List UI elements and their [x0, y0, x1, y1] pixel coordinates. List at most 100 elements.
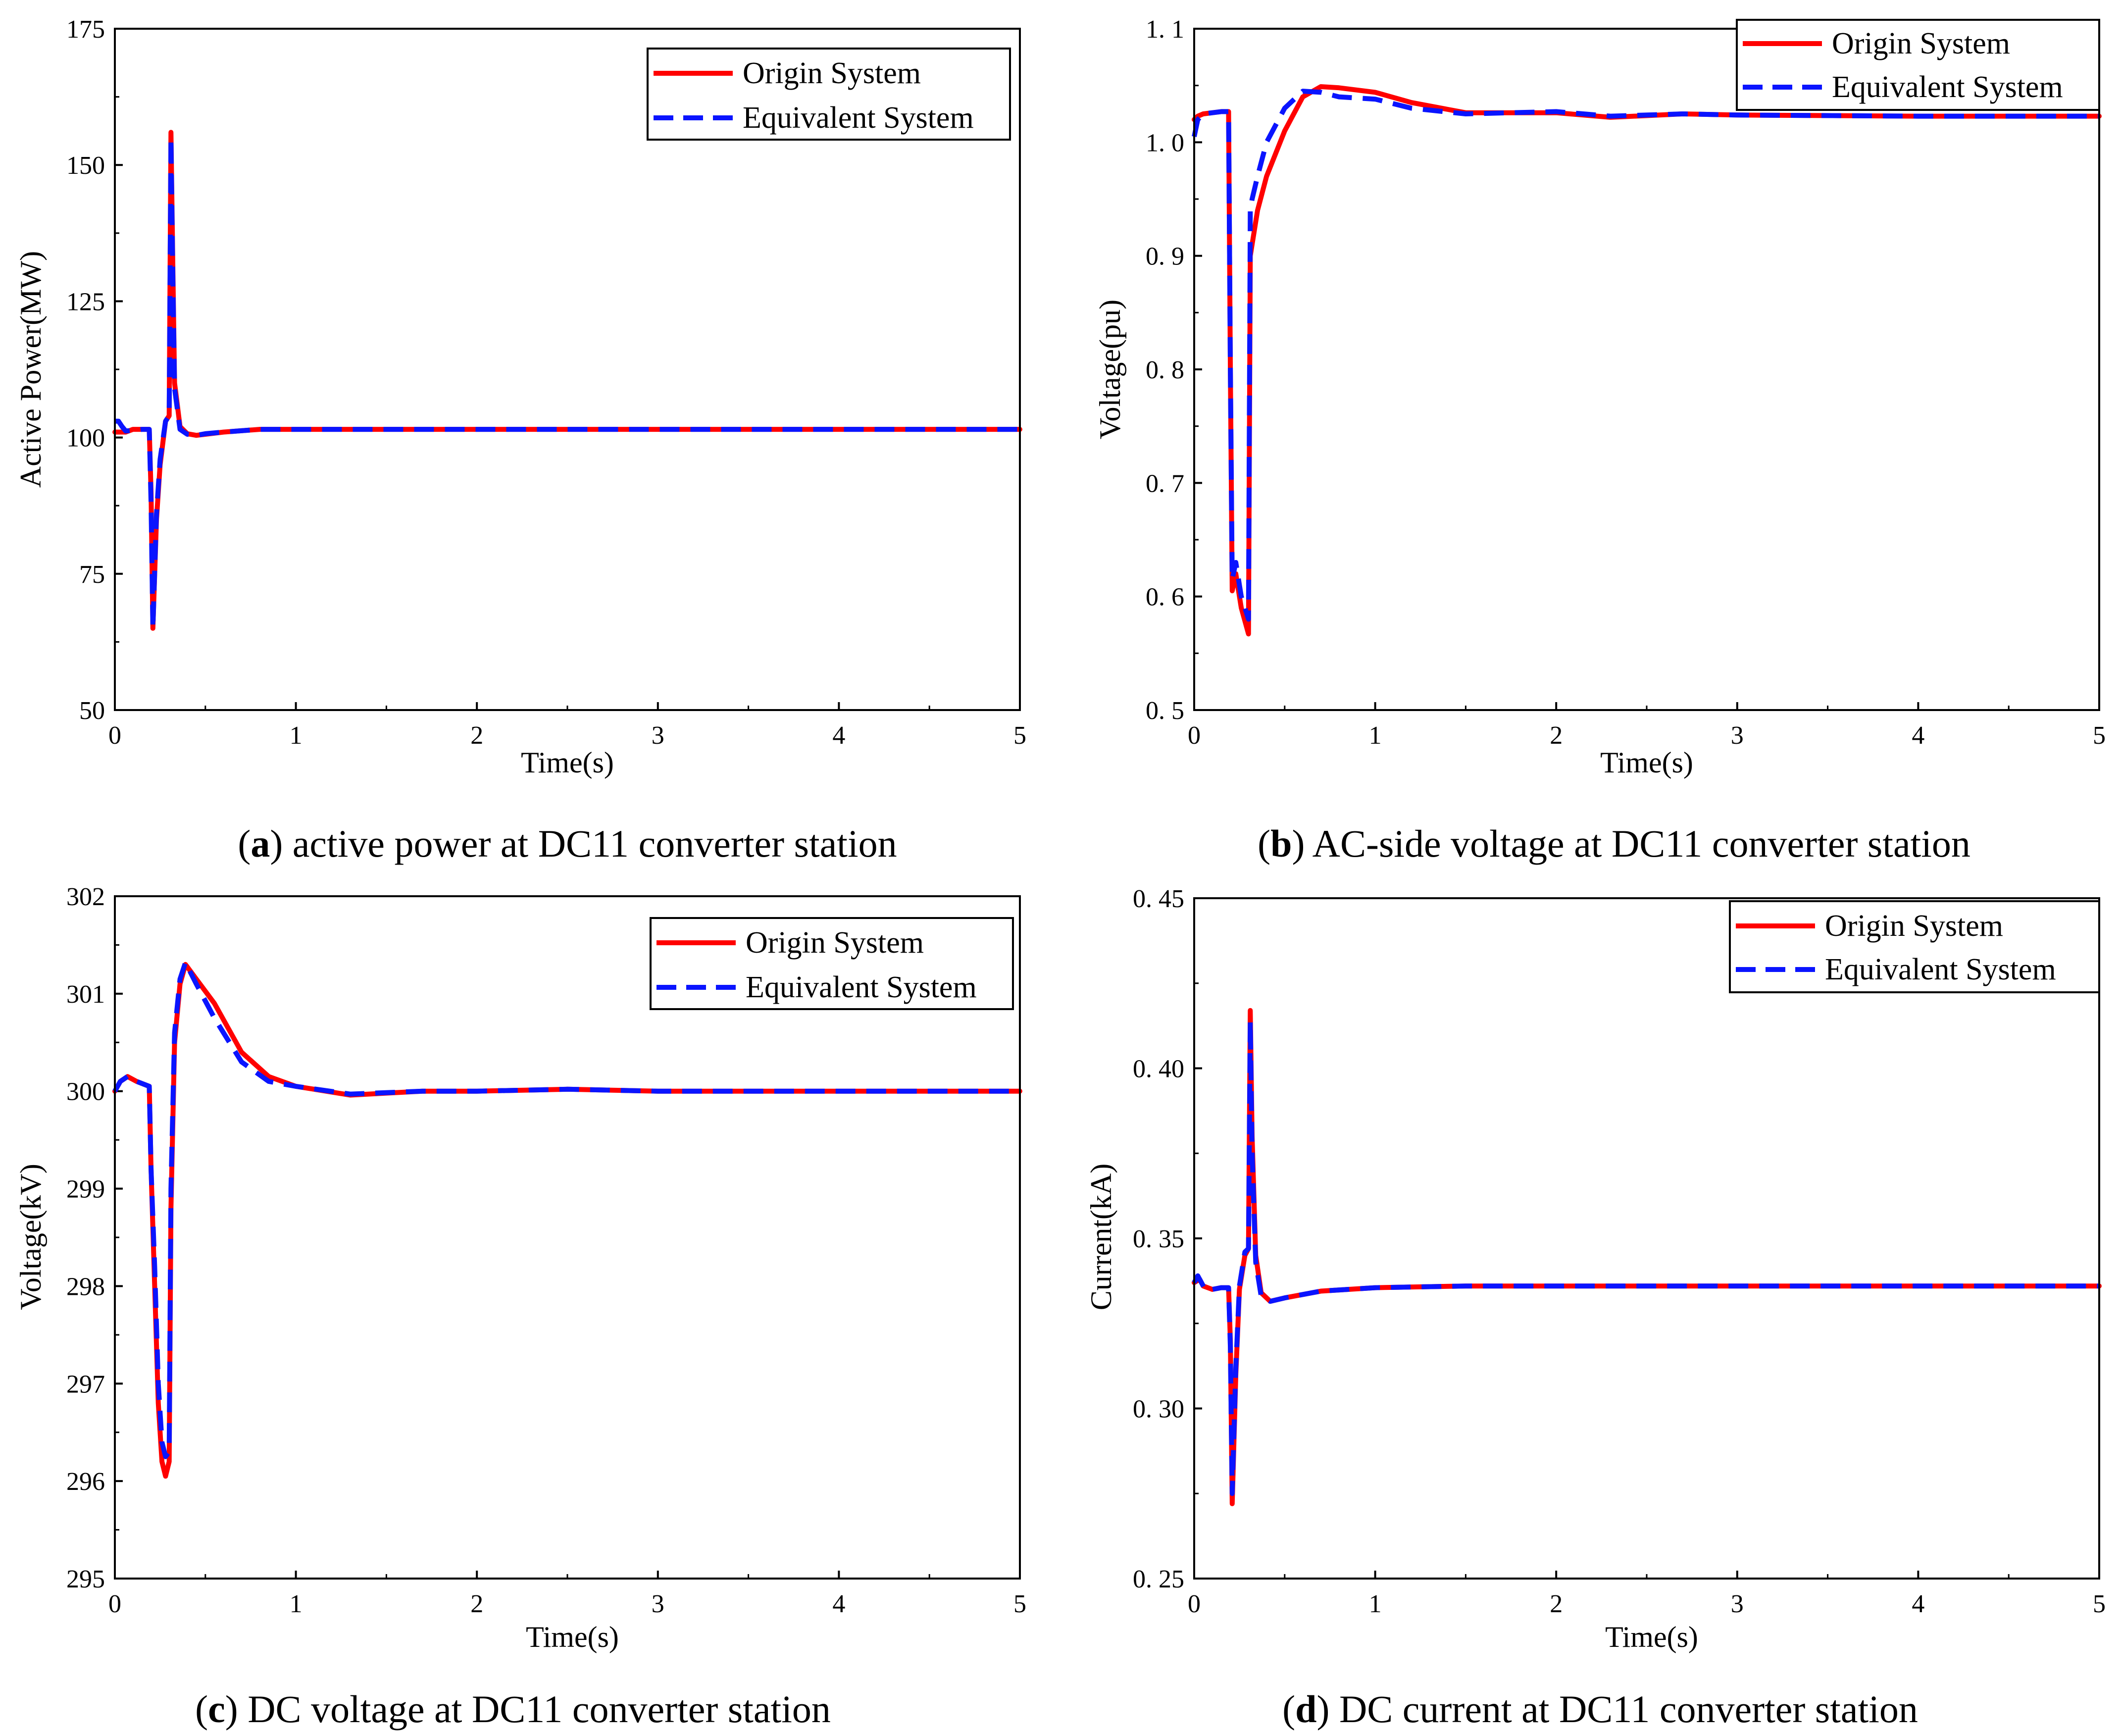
panel-b-equivalent-series-line: [1192, 89, 2099, 622]
panel-d: 0. 250. 300. 350. 400. 450 1 2 3 4 5 Time(s) …: [1085, 885, 2106, 1731]
panel-a-plot-frame: [114, 28, 1021, 711]
panel-a-legend-box: [647, 48, 1011, 141]
panel-d-plot-frame: [1193, 897, 2100, 1580]
panel-c-x-tick-label: 3: [652, 1590, 664, 1618]
panel-b-y-tick-label: 0. 6: [1146, 583, 1184, 612]
panel-d-x-tick-label: 2: [1550, 1590, 1563, 1618]
panel-a-caption-text: active power at DC11 converter station: [293, 822, 897, 865]
panel-a-y-tick-label: 125: [66, 288, 105, 316]
panel-a-legend: Origin System Equivalent System: [647, 48, 1011, 141]
panel-d-caption: (d) DC current at DC11 converter station: [1282, 1687, 1918, 1731]
panel-a-x-tick-label: 3: [652, 721, 664, 750]
panel-b-x-tick-label: 1: [1369, 721, 1382, 750]
panel-d-x-tick-label: 3: [1731, 1590, 1744, 1618]
panel-c-caption-text: DC voltage at DC11 converter station: [248, 1687, 831, 1731]
panel-c-y-tick-label: 298: [66, 1273, 105, 1301]
panel-b-x-axis-title: Time(s): [1600, 746, 1693, 779]
panel-b-plot-frame: [1193, 28, 2100, 711]
panel-b-y-tick-label: 1. 1: [1146, 15, 1184, 44]
panel-a-x-tick-label: 5: [1013, 721, 1026, 750]
panel-a-x-tick-label: 4: [832, 721, 845, 750]
panel-d-y-tick-label: 0. 25: [1133, 1565, 1184, 1593]
panel-b-y-tick-label: 1. 0: [1146, 129, 1184, 157]
panel-a-series: [112, 130, 1022, 631]
panel-a-y-tick-label: 100: [66, 424, 105, 453]
panel-c-legend-equivalent-label: Equivalent System: [746, 970, 977, 1004]
panel-c-legend-origin-label: Origin System: [746, 926, 924, 960]
panel-b-y-tick-label: 0. 8: [1146, 356, 1184, 384]
panel-b-legend-equivalent-label: Equivalent System: [1832, 70, 2063, 104]
panel-b-legend-origin-label: Origin System: [1832, 27, 2010, 60]
panel-b-caption: (b) AC-side voltage at DC11 converter st…: [1258, 822, 1970, 865]
panel-c-caption: (c) DC voltage at DC11 converter station: [195, 1687, 831, 1731]
panel-d-y-tick-label: 0. 40: [1133, 1055, 1184, 1083]
panel-a-y-tick-label: 175: [66, 15, 105, 44]
panel-c-x-tick-label: 4: [832, 1590, 845, 1618]
panel-c-y-tick-label: 295: [66, 1565, 105, 1593]
panel-c-y-tick-label: 297: [66, 1370, 105, 1398]
panel-d-x-tick-label: 0: [1188, 1590, 1201, 1618]
panel-d-x-tick-label: 1: [1369, 1590, 1382, 1618]
panel-b-x-tick-label: 0: [1188, 721, 1201, 750]
panel-b-x-tick-label: 3: [1731, 721, 1744, 750]
panel-b-y-axis-title: Voltage(pu): [1094, 300, 1126, 439]
panel-b: 0. 5 0. 6 0. 7 0. 8 0. 9 1. 0 1. 1 0 1 2 3 4 5 Time(…: [1094, 15, 2106, 865]
panel-c-plot-frame: [114, 895, 1021, 1580]
panel-c-y-tick-label: 301: [66, 980, 105, 1009]
panel-d-legend-equivalent-label: Equivalent System: [1825, 953, 2056, 986]
panel-a-legend-equivalent-label: Equivalent System: [743, 101, 974, 135]
panel-d-series: [1192, 1008, 2102, 1506]
panel-d-caption-letter: d: [1295, 1687, 1316, 1731]
panel-d-x-tick-label: 4: [1912, 1590, 1924, 1618]
panel-b-y-tick-label: 0. 5: [1146, 697, 1184, 725]
panel-a-x-tick-label: 2: [470, 721, 483, 750]
panel-c-legend: Origin System Equivalent System: [650, 917, 1014, 1010]
panel-d-y-tick-label: 0. 35: [1133, 1225, 1184, 1253]
panel-a-legend-origin-label: Origin System: [743, 56, 921, 90]
panel-d-x-axis-title: Time(s): [1605, 1621, 1698, 1653]
panel-c-equivalent-series-line: [112, 960, 1020, 1459]
panel-a-ticks: 50 75 100 125 150 175 0 1 2 3 4 5: [66, 15, 1026, 750]
panel-a-y-tick-label: 150: [66, 152, 105, 180]
panel-c-ticks: 295 296 297 298 299 300 301 302 0 1 2 3 4 5: [66, 883, 1026, 1618]
panel-b-legend: Origin System Equivalent System: [1736, 19, 2100, 111]
panel-d-legend-origin-label: Origin System: [1825, 909, 2003, 943]
panel-c-y-tick-label: 300: [66, 1078, 105, 1106]
panel-b-x-tick-label: 4: [1912, 721, 1924, 750]
panel-b-series: [1192, 84, 2102, 637]
panel-a-y-axis-title: Active Power(MW): [14, 251, 47, 488]
panel-a-x-tick-label: 1: [290, 721, 303, 750]
panel-b-x-tick-label: 2: [1550, 721, 1563, 750]
panel-b-y-tick-label: 0. 7: [1146, 469, 1184, 498]
panel-d-legend: Origin System Equivalent System: [1729, 900, 2100, 993]
panel-c-x-tick-label: 2: [470, 1590, 483, 1618]
panel-a-x-axis-title: Time(s): [521, 746, 614, 779]
panel-d-legend-box: [1729, 900, 2100, 993]
panel-b-caption-text: AC-side voltage at DC11 converter statio…: [1313, 822, 1970, 865]
panel-a-y-tick-label: 50: [79, 697, 105, 725]
panel-a-caption: (a) active power at DC11 converter stati…: [238, 822, 897, 865]
panel-d-y-axis-title: Current(kA): [1085, 1164, 1117, 1311]
panel-d-equivalent-series-line: [1192, 1018, 2099, 1496]
panel-c-x-axis-title: Time(s): [526, 1621, 619, 1653]
panel-d-y-tick-label: 0. 30: [1133, 1395, 1184, 1424]
panel-c-x-tick-label: 1: [290, 1590, 303, 1618]
panel-a: 50 75 100 125 150 175 0 1 2 3 4 5 Time(s) Active Po…: [14, 15, 1026, 865]
panel-c: 295 296 297 298 299 300 301 302 0 1 2 3 4 5 Time(s) V…: [14, 883, 1026, 1731]
panel-b-ticks: 0. 5 0. 6 0. 7 0. 8 0. 9 1. 0 1. 1 0 1 2 3 4 5: [1146, 15, 2106, 750]
panel-a-x-tick-label: 0: [108, 721, 121, 750]
panel-b-y-tick-label: 0. 9: [1146, 243, 1184, 271]
panel-c-x-tick-label: 0: [108, 1590, 121, 1618]
panel-c-x-tick-label: 5: [1013, 1590, 1026, 1618]
panel-c-y-tick-label: 299: [66, 1175, 105, 1204]
panel-b-caption-letter: b: [1270, 822, 1292, 865]
panel-d-caption-text: DC current at DC11 converter station: [1339, 1687, 1918, 1731]
panel-c-caption-letter: c: [208, 1687, 225, 1731]
panel-a-caption-letter: a: [251, 822, 270, 865]
panel-c-y-tick-label: 296: [66, 1468, 105, 1496]
panel-d-x-tick-label: 5: [2093, 1590, 2106, 1618]
panel-b-x-tick-label: 5: [2093, 721, 2106, 750]
panel-d-y-tick-label: 0. 45: [1133, 885, 1184, 913]
panel-c-series: [112, 960, 1022, 1479]
